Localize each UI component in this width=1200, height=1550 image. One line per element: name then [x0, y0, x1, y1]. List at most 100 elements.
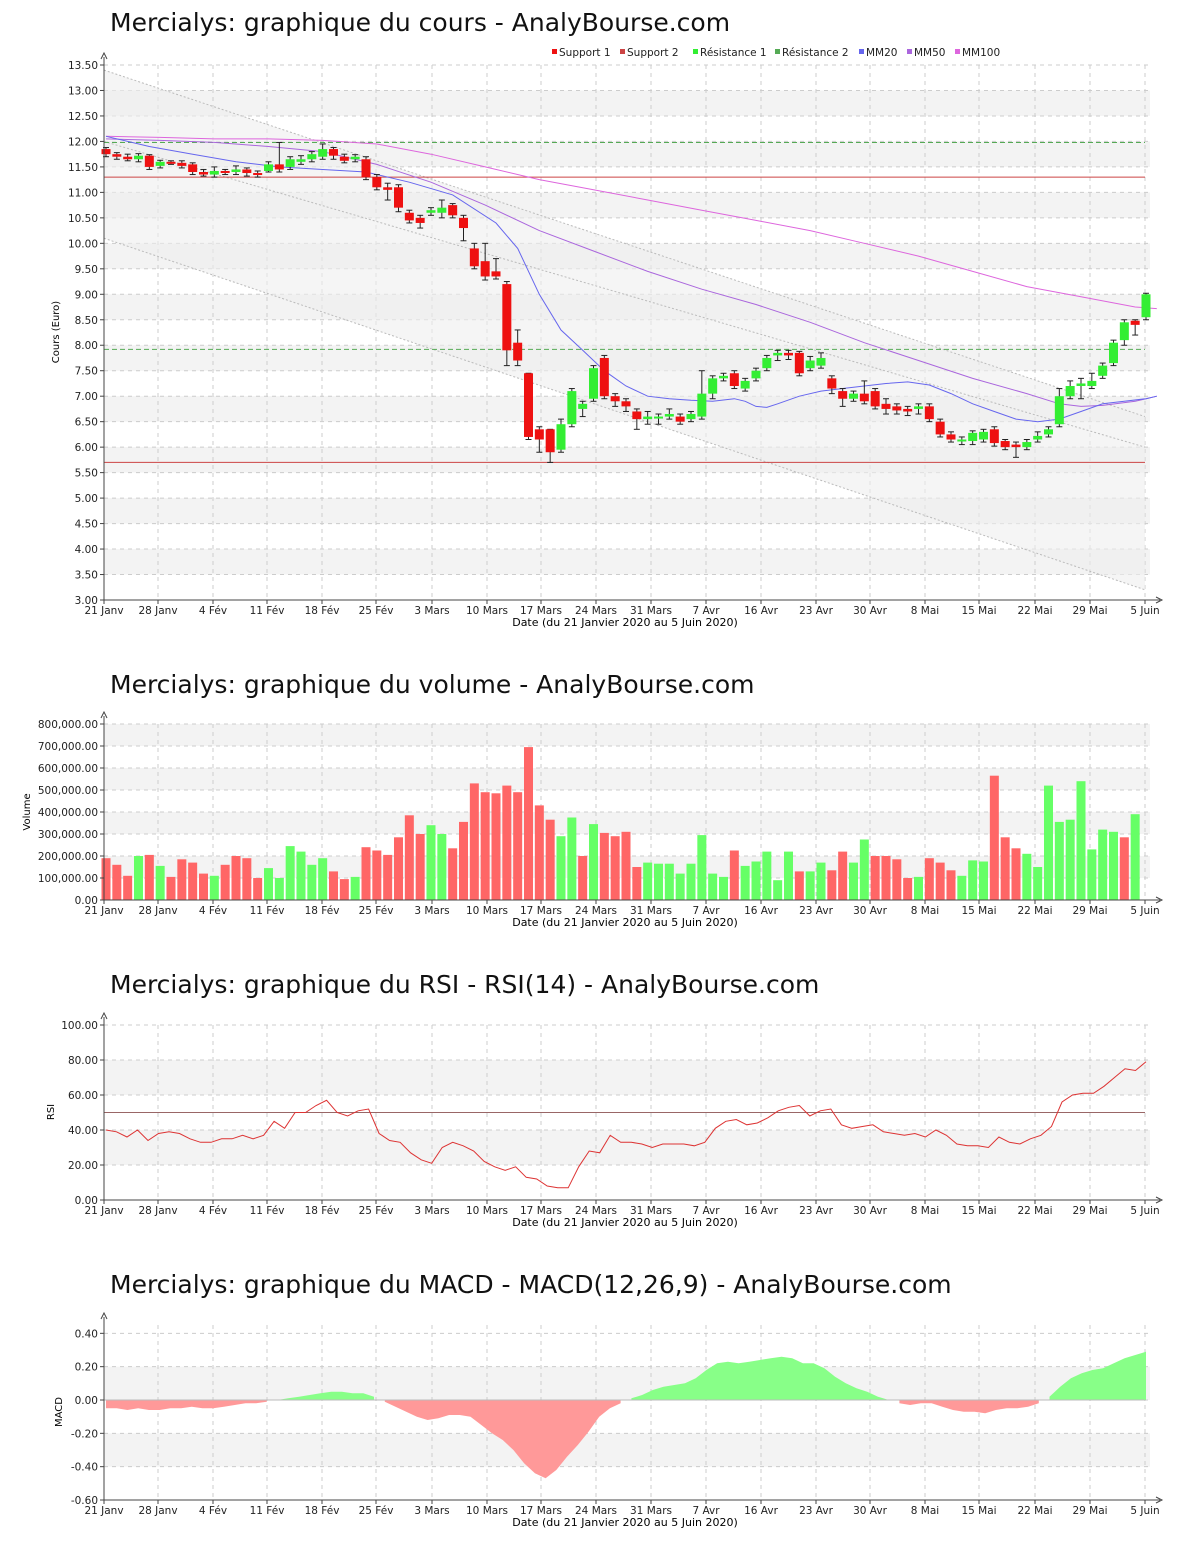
volume-bar: [1022, 853, 1032, 900]
macd-x-tick-label: 15 Mai: [961, 1505, 996, 1517]
volume-y-tick-label: 600,000.00: [38, 763, 98, 775]
volume-x-tick-label: 16 Avr: [744, 905, 778, 917]
candle-body: [784, 352, 793, 356]
candle: [296, 155, 306, 165]
candle: [979, 428, 988, 443]
rsi-x-tick-label: 18 Fév: [305, 1205, 340, 1217]
candle-body: [610, 396, 620, 402]
candle-body: [1119, 322, 1129, 341]
candle: [350, 154, 360, 163]
rsi-y-tick-label: 60.00: [68, 1090, 98, 1102]
legend-swatch: [620, 49, 625, 54]
volume-bar: [838, 851, 848, 900]
rsi-line: [105, 1061, 1147, 1189]
volume-x-axis-label: Date (du 21 Janvier 2020 au 5 Juin 2020): [512, 916, 738, 929]
candle-body: [675, 416, 685, 422]
candle: [242, 167, 252, 177]
volume-bar: [307, 864, 317, 900]
volume-bar: [881, 856, 891, 900]
candle-body: [903, 408, 913, 412]
candle-body: [556, 424, 566, 450]
candle-body: [664, 414, 674, 417]
volume-bar: [253, 878, 263, 900]
volume-bar: [264, 868, 273, 900]
macd-chart: -0.60 -0.40 -0.20 0.00 0.20 0.40 21 Janv 28 Jan…: [54, 1311, 1164, 1529]
candle-body: [264, 164, 273, 171]
volume-bar: [372, 850, 382, 900]
price-x-tick-label: 11 Fév: [250, 605, 285, 617]
volume-bar: [957, 875, 967, 900]
price-y-tick-label: 3.50: [75, 570, 98, 582]
volume-bar: [729, 850, 739, 900]
volume-bar: [643, 862, 653, 900]
volume-bar: [350, 876, 360, 900]
price-y-tick-label: 10.50: [68, 213, 98, 225]
candle: [643, 410, 653, 425]
volume-bar: [502, 785, 512, 900]
candle: [762, 354, 772, 372]
legend-label: Support 2: [627, 47, 679, 59]
price-y-tick-label: 9.50: [75, 264, 98, 276]
candle: [870, 388, 880, 410]
candle: [513, 329, 523, 367]
candle-body: [1011, 444, 1021, 448]
candle: [329, 147, 338, 160]
volume-bar: [773, 880, 783, 900]
candle: [589, 365, 598, 402]
volume-bar: [1119, 837, 1129, 900]
volume-x-tick-label: 24 Mars: [575, 905, 617, 917]
candle: [209, 166, 219, 178]
macd-x-tick-label: 24 Mars: [575, 1505, 617, 1517]
price-x-tick-label: 23 Avr: [799, 605, 833, 617]
candle: [664, 408, 674, 420]
macd-negative-area: [384, 1400, 621, 1479]
volume-bar: [1033, 867, 1043, 900]
volume-x-tick-label: 3 Mars: [414, 905, 449, 917]
candle-body: [946, 434, 956, 440]
mm20-line: [105, 135, 1157, 423]
volume-bar: [578, 856, 588, 900]
volume-bar: [1054, 821, 1064, 900]
candle-body: [1065, 386, 1075, 397]
candle-body: [112, 154, 122, 157]
candle: [1076, 377, 1086, 400]
price-x-tick-label: 8 Mai: [911, 605, 939, 617]
volume-bar: [621, 831, 631, 900]
volume-bar: [480, 792, 490, 900]
price-chart-title: Mercialys: graphique du cours - AnalyBou…: [110, 8, 731, 37]
volume-bar: [827, 870, 837, 900]
volume-bar: [686, 863, 696, 900]
candle: [415, 214, 425, 229]
candle: [946, 431, 956, 443]
candle-body: [469, 248, 479, 267]
candle-body: [1022, 442, 1032, 448]
candle: [177, 160, 187, 169]
candle: [264, 161, 273, 173]
volume-bar: [459, 821, 468, 900]
candle-body: [480, 261, 490, 277]
candle-body: [849, 393, 858, 399]
candle: [849, 390, 858, 402]
volume-bar: [426, 825, 436, 900]
macd-x-tick-label: 7 Avr: [692, 1505, 720, 1517]
candle: [968, 430, 978, 446]
volume-x-tick-label: 28 Janv: [138, 905, 177, 917]
volume-y-tick-label: 500,000.00: [38, 785, 98, 797]
volume-bar: [849, 862, 858, 900]
volume-bar: [415, 834, 425, 900]
candle-body: [339, 156, 349, 161]
price-y-tick-label: 11.00: [68, 187, 98, 199]
candle-body: [762, 357, 772, 369]
candle-body: [1054, 396, 1064, 425]
mm100-line: [105, 135, 1157, 310]
volume-x-tick-label: 8 Mai: [911, 905, 939, 917]
candle: [534, 426, 544, 453]
macd-x-tick-label: 11 Fév: [250, 1505, 285, 1517]
volume-bar: [524, 747, 533, 900]
candle: [1044, 426, 1053, 438]
volume-bar: [870, 856, 880, 900]
volume-x-tick-label: 29 Mai: [1072, 905, 1107, 917]
macd-y-tick-label: -0.60: [71, 1495, 98, 1507]
macd-chart-panel: Mercialys: graphique du MACD - MACD(12,2…: [0, 1260, 1200, 1550]
price-y-tick-label: 7.00: [75, 391, 98, 403]
